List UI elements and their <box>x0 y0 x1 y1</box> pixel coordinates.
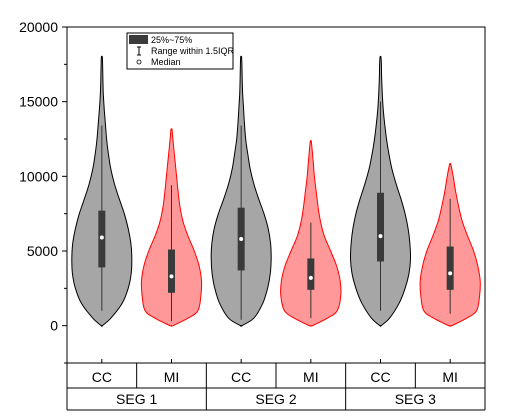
subcategory-label: MI <box>303 369 319 385</box>
violin-seg1-cc <box>71 55 133 327</box>
subcategory-label: CC <box>231 369 251 385</box>
subcategory-label: MI <box>442 369 458 385</box>
median-point <box>169 274 174 279</box>
median-point <box>308 275 313 280</box>
y-tick-label: 0 <box>50 318 58 334</box>
legend-entry: Median <box>151 57 181 67</box>
category-axis: SEG 1 SEG 2 SEG 3 CC MI CC MI CC MI <box>66 363 486 411</box>
legend-entry: Range within 1.5IQR <box>151 46 235 56</box>
median-point <box>99 235 104 240</box>
subcategory-label: CC <box>92 369 112 385</box>
legend-iqr-swatch <box>129 35 148 44</box>
median-point <box>448 271 453 276</box>
group-label: SEG 1 <box>116 391 157 407</box>
axes-layer: 0 5000 10000 15000 20000 <box>19 19 486 364</box>
violin-seg3-cc <box>349 55 412 327</box>
subcategory-label: MI <box>164 369 180 385</box>
violin-layer <box>71 55 481 327</box>
subcategory-label: CC <box>370 369 390 385</box>
legend-median-swatch <box>136 59 142 65</box>
legend-entry: 25%~75% <box>151 35 192 45</box>
group-label: SEG 3 <box>395 391 436 407</box>
iqr-box <box>446 246 454 290</box>
y-tick-label: 10000 <box>19 168 58 184</box>
median-point <box>378 234 383 239</box>
y-tick-label: 5000 <box>27 243 58 259</box>
violin-seg2-cc <box>210 55 272 327</box>
y-tick-label: 15000 <box>19 94 58 110</box>
group-label: SEG 2 <box>255 391 296 407</box>
iqr-box <box>377 192 384 262</box>
violin-seg2-mi <box>280 140 342 327</box>
y-tick-label: 20000 <box>19 19 58 35</box>
iqr-box <box>168 249 175 293</box>
violin-seg1-mi <box>140 128 203 327</box>
violin-seg3-mi <box>419 163 481 327</box>
iqr-box <box>307 258 315 290</box>
plot-frame <box>66 26 486 364</box>
median-point <box>239 237 244 242</box>
